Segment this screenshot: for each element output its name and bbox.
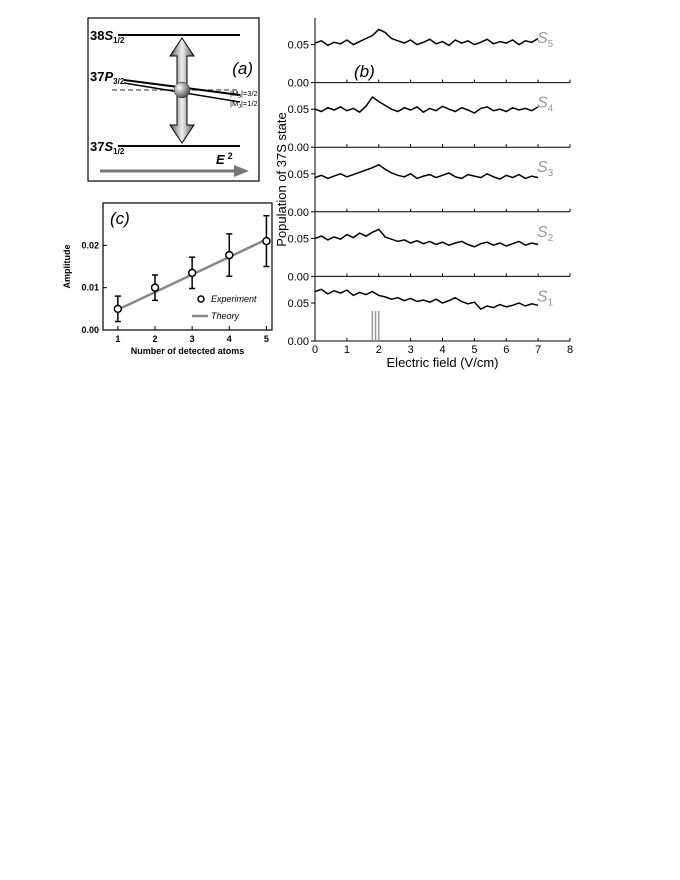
legend-sub: 3: [548, 168, 554, 179]
data-line: [314, 288, 539, 311]
y-tick-label: 0.05: [288, 169, 309, 181]
sublevel-pre: |M: [230, 89, 238, 98]
data-point: [113, 304, 123, 314]
legend-label: S5: [537, 30, 554, 50]
legend-sub: 1: [548, 297, 554, 308]
legend-label: S1: [537, 288, 554, 308]
level-letter: S: [104, 28, 113, 43]
level-sub: 3/2: [113, 77, 125, 86]
y-tick-label: 0.02: [81, 240, 99, 250]
legend-name: S: [537, 159, 548, 176]
legend-name: S: [537, 224, 548, 241]
level-prefix: 38: [90, 28, 104, 43]
sublevel-label: |MJ|=3/2: [230, 89, 258, 100]
level-sub: 1/2: [113, 36, 125, 45]
level-letter: S: [104, 139, 113, 154]
y-tick-label: 0.05: [288, 40, 309, 52]
data-point: [150, 283, 160, 292]
field-sup: 2: [228, 151, 233, 161]
x-tick-label: 5: [471, 344, 477, 356]
y-tick-label: 0.05: [288, 104, 309, 116]
x-tick-label: 1: [115, 334, 120, 344]
legend-label: Theory: [211, 311, 240, 321]
data-line: [314, 95, 539, 114]
legend-label: S2: [537, 224, 554, 244]
x-tick-label: 3: [408, 344, 414, 356]
panel-frame: [87, 17, 260, 182]
data-line: [314, 28, 539, 47]
y-tick-label: 0.05: [288, 233, 309, 245]
level-letter: P: [104, 69, 113, 84]
field-arrowhead: [234, 165, 249, 177]
level-prefix: 37: [90, 69, 104, 84]
sublevel-label: |MJ|=1/2: [230, 99, 258, 110]
legend-label: S3: [537, 159, 554, 179]
y-tick-label: 0.00: [288, 336, 309, 348]
x-axis-label: Number of detected atoms: [131, 346, 245, 356]
x-tick-label: 4: [227, 334, 232, 344]
data-point: [187, 268, 197, 278]
legend-name: S: [537, 288, 548, 305]
panel-label: (c): [110, 209, 130, 228]
legend-marker: [197, 295, 205, 303]
legend-label: Experiment: [211, 294, 257, 304]
data-line: [314, 228, 539, 248]
sublevel-post: |=1/2: [241, 99, 258, 108]
y-tick-label: 0.05: [288, 298, 309, 310]
level-sub: 1/2: [113, 147, 125, 156]
legend-label: S4: [537, 95, 554, 115]
x-tick-label: 6: [503, 344, 509, 356]
x-axis-label: Electric field (V/cm): [387, 355, 499, 370]
x-tick-label: 3: [190, 334, 195, 344]
x-tick-label: 5: [264, 334, 269, 344]
x-tick-label: 0: [312, 344, 318, 356]
legend-name: S: [537, 30, 548, 47]
legend-name: S: [537, 95, 548, 112]
panel-label: (a): [232, 59, 253, 78]
x-tick-label: 4: [439, 344, 445, 356]
y-tick-label: 0.00: [288, 142, 309, 154]
level-label: 38S1/2: [90, 28, 125, 45]
y-tick-label: 0.00: [288, 271, 309, 283]
sublevel-post: |=3/2: [241, 89, 258, 98]
data-point: [225, 250, 234, 260]
panel-label: (b): [354, 62, 375, 81]
y-axis-label: Population of 37S state: [274, 112, 289, 246]
y-tick-label: 0.00: [288, 78, 309, 90]
level-label: 37P3/2: [90, 69, 125, 86]
legend-sub: 2: [548, 233, 554, 244]
x-tick-label: 2: [376, 344, 382, 356]
y-axis-label: Amplitude: [62, 245, 72, 289]
data-point: [262, 236, 271, 246]
y-tick-label: 0.00: [288, 207, 309, 219]
legend-sub: 5: [548, 39, 554, 50]
atom: [173, 81, 191, 99]
sublevel-pre: |M: [230, 99, 238, 108]
sublevel-sub: J: [238, 104, 241, 110]
plot-frame: [102, 202, 273, 331]
x-tick-label: 1: [344, 344, 350, 356]
x-tick-label: 7: [535, 344, 541, 356]
data-line: [314, 163, 539, 180]
y-tick-label: 0.00: [81, 325, 99, 335]
sublevel-sub: J: [238, 94, 241, 100]
level-label: 37S1/2: [90, 139, 125, 156]
x-tick-label: 8: [567, 344, 573, 356]
legend-sub: 4: [548, 104, 554, 115]
y-tick-label: 0.01: [81, 283, 99, 293]
level-prefix: 37: [90, 139, 104, 154]
field-text: E: [216, 152, 225, 167]
x-tick-label: 2: [152, 334, 157, 344]
panel-a: 38S1/2 37P3/2 37S1/2 |MJ|=3/2 |MJ|=1/2 (…: [87, 17, 260, 182]
